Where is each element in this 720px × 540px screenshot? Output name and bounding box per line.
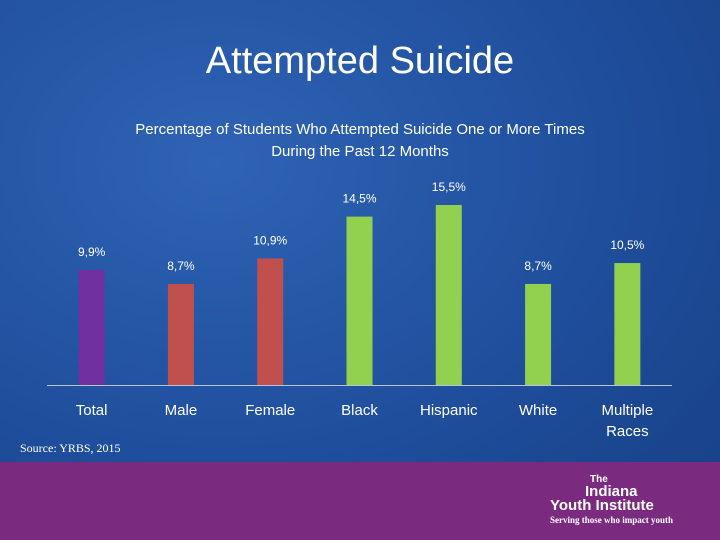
bar bbox=[346, 216, 373, 385]
bar bbox=[525, 283, 552, 385]
subtitle: During the Past 12 Months bbox=[271, 143, 449, 160]
subtitle: Percentage of Students Who Attempted Sui… bbox=[135, 121, 585, 138]
footer-band bbox=[0, 462, 720, 540]
bar bbox=[257, 258, 284, 385]
value-label: 15,5% bbox=[432, 180, 466, 194]
value-label: 10,5% bbox=[610, 238, 644, 252]
logo-tagline: Serving those who impact youth bbox=[550, 515, 674, 525]
value-label: 14,5% bbox=[342, 192, 376, 206]
bar bbox=[167, 283, 194, 385]
logo-text: The bbox=[590, 474, 608, 485]
x-tick-label: White bbox=[518, 402, 558, 419]
x-tick-label: Hispanic bbox=[420, 402, 478, 419]
bar bbox=[614, 263, 641, 385]
logo-text: Indiana bbox=[585, 483, 638, 500]
value-label: 9,9% bbox=[78, 245, 106, 259]
value-label: 8,7% bbox=[524, 259, 552, 273]
bar bbox=[78, 270, 105, 385]
x-tick-label: Multiple Races bbox=[601, 402, 654, 440]
x-tick-label: Female bbox=[245, 402, 296, 419]
source: Source: YRBS, 2015 bbox=[20, 441, 121, 455]
title: Attempted Suicide bbox=[205, 40, 515, 82]
x-tick-label: Male bbox=[164, 402, 198, 419]
logo-text: Youth Institute bbox=[550, 497, 654, 514]
bar bbox=[435, 205, 462, 385]
value-label: 10,9% bbox=[253, 233, 287, 247]
x-tick-label: Total bbox=[75, 402, 108, 419]
value-label: 8,7% bbox=[167, 259, 195, 273]
x-tick-label: Black bbox=[341, 402, 378, 419]
